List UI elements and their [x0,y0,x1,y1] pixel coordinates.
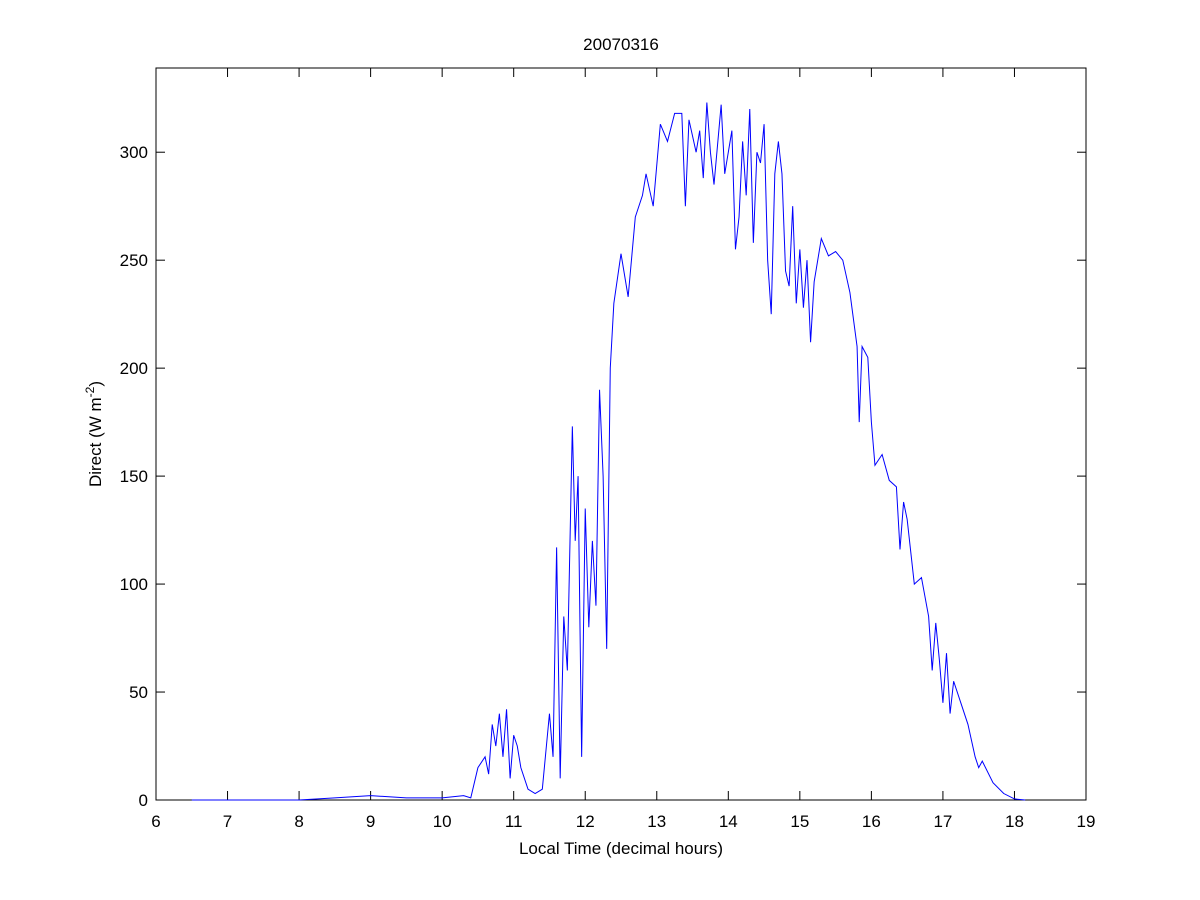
y-label-text: Direct (W m [86,397,105,487]
y-axis-label: Direct (W m-2) [83,381,105,487]
y-tick-label: 150 [120,467,148,486]
y-tick-label: 200 [120,359,148,378]
x-tick-label: 18 [1005,812,1024,831]
y-tick-label: 250 [120,251,148,270]
x-tick-label: 6 [151,812,160,831]
x-tick-label: 16 [862,812,881,831]
x-tick-label: 14 [719,812,738,831]
x-tick-label: 9 [366,812,375,831]
x-tick-label: 13 [647,812,666,831]
x-tick-label: 12 [576,812,595,831]
x-tick-label: 15 [790,812,809,831]
plot-area [155,67,1087,801]
x-tick-label: 17 [933,812,952,831]
data-line [191,102,1026,801]
y-label-superscript: -2 [83,386,97,397]
y-label-text: ) [86,381,105,387]
x-axis-label: Local Time (decimal hours) [519,839,723,858]
x-tick-label: 11 [505,812,523,831]
x-tick-label: 7 [223,812,232,831]
y-tick-label: 100 [120,575,148,594]
y-tick-label: 0 [139,791,148,810]
x-tick-label: 8 [294,812,303,831]
y-tick-label: 50 [129,683,148,702]
x-tick-label: 19 [1077,812,1096,831]
x-tick-label: 10 [433,812,452,831]
y-tick-label: 300 [120,143,148,162]
chart-title: 20070316 [583,35,659,54]
